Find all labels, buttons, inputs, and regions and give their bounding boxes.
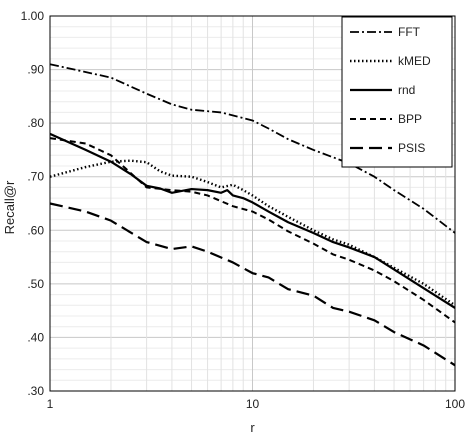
y-axis-ticks: 1.00 .90 .80 .70 .60 .50 .40 .30	[21, 9, 45, 398]
y-tick-label: .50	[27, 277, 44, 291]
y-axis-title: Recall@r	[2, 180, 17, 234]
y-tick-label: .70	[27, 170, 44, 184]
y-tick-label: .90	[27, 63, 44, 77]
y-tick-label: .60	[27, 223, 44, 237]
legend-label-psis: PSIS	[398, 141, 425, 155]
y-tick-label: 1.00	[21, 9, 45, 23]
series-line-fft	[49, 63, 456, 234]
series-line-bpp	[49, 137, 456, 324]
x-tick-label: 100	[445, 397, 465, 411]
legend-box	[341, 16, 453, 168]
legend-label-bpp: BPP	[398, 112, 422, 126]
legend: FFT kMED rnd BPP PSIS	[341, 16, 453, 168]
y-tick-label: .40	[27, 330, 44, 344]
x-tick-label: 10	[246, 397, 260, 411]
legend-label-fft: FFT	[398, 25, 421, 39]
y-tick-label: .80	[27, 116, 44, 130]
x-axis-ticks: 1 10 100	[47, 397, 466, 411]
series-line-psis	[49, 202, 456, 367]
y-tick-label: .30	[27, 384, 44, 398]
legend-label-rnd: rnd	[398, 83, 415, 97]
x-axis-title: r	[250, 420, 255, 435]
series-lines	[49, 63, 456, 367]
series-line-kmed	[49, 159, 456, 307]
legend-label-kmed: kMED	[398, 54, 431, 68]
x-tick-label: 1	[47, 397, 54, 411]
